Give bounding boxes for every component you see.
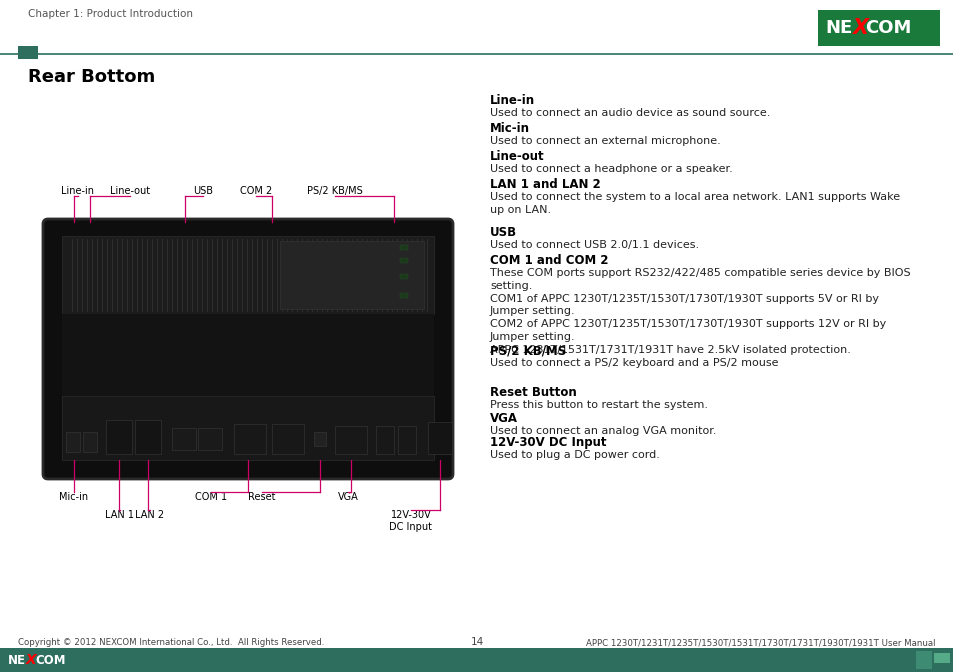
Text: Copyright © 2012 NEXCOM International Co., Ltd.  All Rights Reserved.: Copyright © 2012 NEXCOM International Co… [18, 638, 324, 647]
Text: Used to connect an analog VGA monitor.: Used to connect an analog VGA monitor. [490, 426, 716, 436]
Bar [0, 648, 953, 672]
Bar [817, 10, 939, 46]
Text: COM: COM [35, 653, 66, 667]
Text: NE: NE [824, 19, 851, 37]
Text: Used to connect an audio device as sound source.: Used to connect an audio device as sound… [490, 108, 770, 118]
Text: LAN 1 and LAN 2: LAN 1 and LAN 2 [490, 178, 600, 191]
Text: USB: USB [490, 226, 517, 239]
Text: APPC 1230T/1231T/1235T/1530T/1531T/1730T/1731T/1930T/1931T User Manual: APPC 1230T/1231T/1235T/1530T/1531T/1730T… [586, 638, 935, 647]
Text: USB: USB [193, 186, 213, 196]
Bar [66, 432, 80, 452]
Bar [314, 432, 326, 446]
Text: COM 2: COM 2 [239, 186, 272, 196]
Bar [272, 424, 304, 454]
Text: Used to connect USB 2.0/1.1 devices.: Used to connect USB 2.0/1.1 devices. [490, 240, 699, 250]
Bar [62, 314, 434, 396]
Text: Used to connect an external microphone.: Used to connect an external microphone. [490, 136, 720, 146]
Text: LAN 1: LAN 1 [106, 510, 134, 520]
Bar [915, 651, 931, 669]
Text: VGA: VGA [337, 492, 358, 502]
Bar [83, 432, 97, 452]
Text: Reset: Reset [248, 492, 275, 502]
Text: Used to connect a PS/2 keyboard and a PS/2 mouse: Used to connect a PS/2 keyboard and a PS… [490, 358, 778, 368]
Text: Mic-in: Mic-in [59, 492, 89, 502]
Bar [62, 396, 434, 460]
Text: Reset Button: Reset Button [490, 386, 577, 399]
FancyBboxPatch shape [43, 219, 453, 479]
Bar [397, 426, 416, 454]
Bar [198, 428, 222, 450]
Bar [335, 426, 367, 454]
Text: Line-out: Line-out [110, 186, 150, 196]
Bar [933, 653, 949, 663]
Bar [280, 241, 423, 309]
Text: Rear Bottom: Rear Bottom [28, 68, 155, 86]
Text: COM 1 and COM 2: COM 1 and COM 2 [490, 254, 608, 267]
Bar [428, 422, 452, 454]
Bar [375, 426, 394, 454]
Text: Used to connect the system to a local area network. LAN1 supports Wake
up on LAN: Used to connect the system to a local ar… [490, 192, 900, 215]
Text: PS/2 KB/MS: PS/2 KB/MS [307, 186, 362, 196]
Text: Line-in: Line-in [61, 186, 94, 196]
Bar [399, 274, 408, 279]
Bar [172, 428, 195, 450]
Text: X: X [851, 18, 867, 38]
Bar [18, 46, 38, 59]
Text: VGA: VGA [490, 412, 517, 425]
Bar [399, 258, 408, 263]
Text: 12V-30V DC Input: 12V-30V DC Input [490, 436, 606, 449]
Text: COM 1: COM 1 [194, 492, 227, 502]
Text: Line-in: Line-in [490, 94, 535, 107]
Text: Line-out: Line-out [490, 150, 544, 163]
Text: LAN 2: LAN 2 [135, 510, 164, 520]
Bar [106, 420, 132, 454]
Text: Mic-in: Mic-in [490, 122, 530, 135]
Text: X: X [26, 653, 37, 667]
Text: Used to connect a headphone or a speaker.: Used to connect a headphone or a speaker… [490, 164, 732, 174]
Text: NE: NE [8, 653, 26, 667]
Bar [233, 424, 266, 454]
Text: 12V-30V
DC Input: 12V-30V DC Input [389, 510, 432, 532]
Text: PS/2 KB/MS: PS/2 KB/MS [490, 344, 566, 357]
Text: 14: 14 [470, 637, 483, 647]
Text: Chapter 1: Product Introduction: Chapter 1: Product Introduction [28, 9, 193, 19]
Bar [135, 420, 161, 454]
Text: COM: COM [864, 19, 910, 37]
Bar [399, 294, 408, 298]
Text: Used to plug a DC power cord.: Used to plug a DC power cord. [490, 450, 659, 460]
Bar [399, 245, 408, 250]
Bar [62, 236, 434, 314]
Text: Press this button to restart the system.: Press this button to restart the system. [490, 400, 707, 410]
Text: These COM ports support RS232/422/485 compatible series device by BIOS
setting.
: These COM ports support RS232/422/485 co… [490, 268, 910, 355]
